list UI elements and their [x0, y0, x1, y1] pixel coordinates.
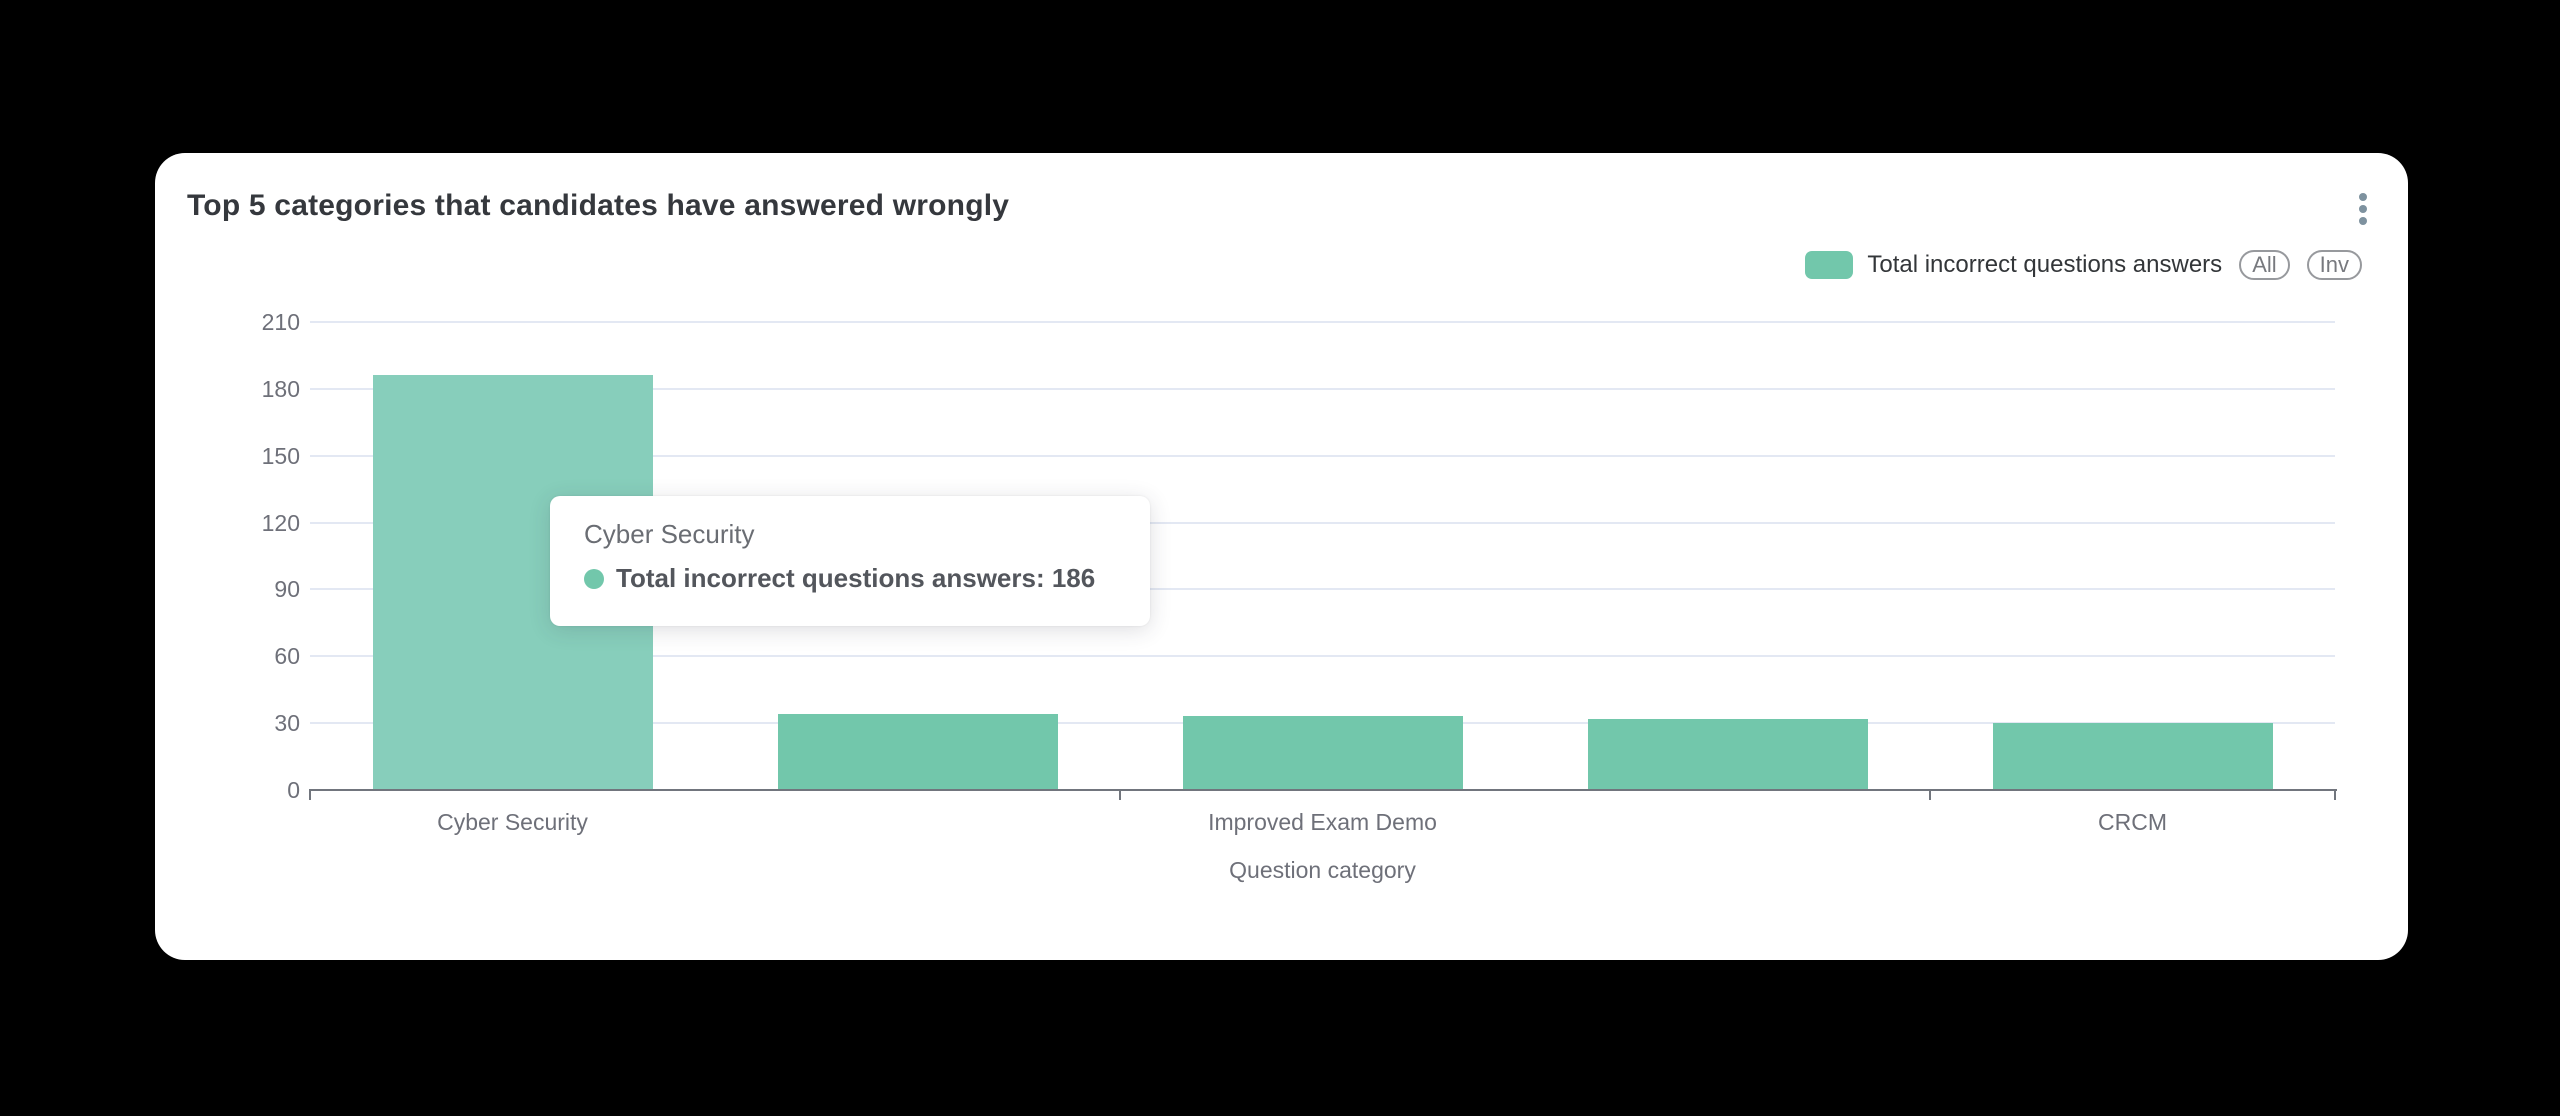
bar-category-4[interactable] — [1587, 718, 1868, 789]
gridline-y-60 — [310, 655, 2335, 658]
y-axis-tick-label-90: 90 — [274, 576, 300, 603]
x-axis-category-label: Improved Exam Demo — [1208, 809, 1437, 835]
y-axis-tick-label-180: 180 — [261, 375, 300, 402]
x-axis-category-label: CRCM — [2098, 809, 2167, 835]
y-axis-tick-label-210: 210 — [261, 309, 300, 335]
bar-crcm[interactable] — [1992, 723, 2273, 789]
x-axis-category-label: Cyber Security — [437, 809, 588, 835]
tooltip-series-value: Total incorrect questions answers: 186 — [616, 563, 1096, 593]
chart-tooltip: Cyber Security Total incorrect questions… — [550, 496, 1150, 626]
x-axis-line — [309, 789, 2337, 791]
bar-improved-exam-demo[interactable] — [1182, 716, 1463, 789]
gridline-y-90 — [310, 588, 2335, 591]
bar-category-2[interactable] — [777, 714, 1058, 789]
bar-chart-plot-area: Question category Cyber Security Total i… — [155, 153, 2408, 960]
kebab-dot — [2359, 205, 2367, 213]
tooltip-category: Cyber Security — [584, 519, 755, 549]
gridline-y-150 — [310, 454, 2335, 457]
legend-inverse-button[interactable]: Inv — [2306, 250, 2362, 280]
chart-card: Top 5 categories that candidates have an… — [155, 153, 2408, 960]
x-axis-tick — [2334, 791, 2336, 800]
kebab-dot — [2359, 217, 2367, 225]
y-axis-tick-label-60: 60 — [274, 643, 300, 670]
x-axis-title: Question category — [1229, 857, 1416, 883]
y-axis-tick-label-150: 150 — [261, 442, 300, 469]
y-axis-tick-label-30: 30 — [274, 710, 300, 737]
legend-item-total-incorrect[interactable]: Total incorrect questions answers — [1805, 251, 2222, 279]
gridline-y-210 — [310, 321, 2335, 323]
kebab-menu-icon[interactable] — [2351, 187, 2375, 231]
y-axis-tick-label-120: 120 — [261, 509, 300, 536]
x-axis-tick — [1929, 791, 1931, 800]
y-axis-tick-label-0: 0 — [287, 777, 300, 803]
chart-title: Top 5 categories that candidates have an… — [187, 189, 1010, 222]
legend-label: Total incorrect questions answers — [1867, 251, 2223, 278]
x-axis-tick — [309, 791, 311, 800]
legend: Total incorrect questions answers All In… — [1805, 250, 2362, 280]
x-axis-tick — [1119, 791, 1121, 800]
legend-all-button[interactable]: All — [2239, 250, 2290, 280]
gridline-y-120 — [310, 521, 2335, 524]
gridline-y-180 — [310, 387, 2335, 390]
tooltip-series-line: Total incorrect questions answers: 186 — [584, 563, 1116, 594]
legend-swatch — [1805, 251, 1854, 279]
tooltip-series-marker-icon — [584, 568, 604, 589]
kebab-dot — [2359, 193, 2367, 201]
